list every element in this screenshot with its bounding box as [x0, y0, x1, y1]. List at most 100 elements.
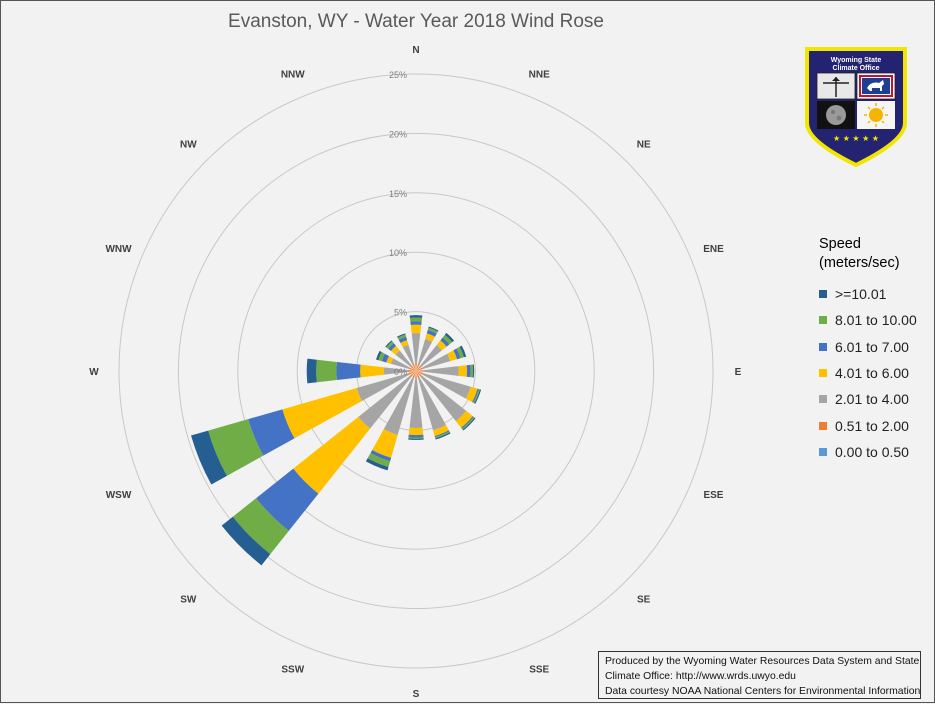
radial-tick-label: 5%: [394, 308, 407, 318]
bar-se-4-01-to-6-00: [455, 410, 473, 428]
legend-label: 0.51 to 2.00: [835, 417, 909, 434]
bar-nne-4-01-to-6-00: [425, 333, 436, 342]
bar-s-4-01-to-6-00: [408, 427, 424, 436]
bar-nnw-4-01-to-6-00: [400, 340, 409, 348]
bar-s-2-01-to-4-00: [409, 378, 423, 429]
radial-tick-label: 20%: [389, 129, 407, 139]
bar-wnw-4-01-to-6-00: [386, 356, 394, 364]
legend-label: >=10.01: [835, 286, 887, 303]
bar-nnw-2-01-to-4-00: [402, 344, 415, 365]
bar-nw-4-01-to-6-00: [390, 345, 400, 355]
badge-stars: ★ ★ ★ ★ ★: [833, 134, 879, 143]
bar-ne-0-51-to-2-00: [416, 365, 422, 371]
bar-nw--10-01: [385, 340, 393, 348]
grid-ring: [118, 73, 714, 669]
legend-label: 8.01 to 10.00: [835, 312, 917, 329]
bar-nw-8-01-to-10-00: [386, 341, 394, 349]
legend-item: 0.00 to 0.50: [819, 439, 929, 465]
bar-w-8-01-to-10-00: [316, 359, 337, 383]
legend-title-line2: (meters/sec): [819, 255, 900, 271]
bar-wsw-6-01-to-7-00: [248, 409, 295, 456]
bar-wsw-8-01-to-10-00: [208, 419, 264, 476]
bar-ese-2-01-to-4-00: [422, 372, 471, 399]
bar-ssw-8-01-to-10-00: [367, 453, 391, 467]
bar-ene-2-01-to-4-00: [422, 353, 451, 370]
bar-ese--10-01: [474, 389, 482, 404]
badge-text-line2: Climate Office: [832, 65, 879, 72]
bar-se--10-01: [462, 417, 476, 431]
climate-office-badge-logo: Wyoming State Climate Office ★ ★ ★ ★ ★: [805, 47, 907, 168]
radial-tick-label: 25%: [389, 70, 407, 80]
bar-wnw-8-01-to-10-00: [378, 351, 385, 362]
bar-e--10-01: [472, 364, 475, 378]
legend-items: >=10.01 8.01 to 10.00 6.01 to 7.00 4.01 to …: [819, 281, 929, 465]
bar-ne-2-01-to-4-00: [420, 344, 443, 367]
bar-wnw-2-01-to-4-00: [390, 358, 410, 370]
bar-se-2-01-to-4-00: [420, 375, 467, 422]
bar-se-6-01-to-7-00: [461, 416, 474, 429]
bar-nnw-0-51-to-2-00: [412, 364, 416, 371]
direction-label-ssw: SSW: [281, 664, 304, 675]
legend-item: 8.01 to 10.00: [819, 307, 929, 333]
legend-item: 6.01 to 7.00: [819, 334, 929, 360]
bar-se-8-01-to-10-00: [461, 416, 475, 430]
legend-swatch: [819, 290, 827, 299]
bar-n-2-01-to-4-00: [411, 332, 421, 363]
bar-s-6-01-to-7-00: [408, 434, 424, 438]
radial-tick-label-zero: 0%: [394, 367, 407, 377]
bar-sse-0-51-to-2-00: [416, 371, 420, 378]
legend-label: 4.01 to 6.00: [835, 365, 909, 382]
grid-ring: [296, 251, 536, 491]
bar-wsw-4-01-to-6-00: [282, 388, 362, 439]
bar-sw-2-01-to-4-00: [358, 376, 411, 429]
bar-nnw-8-01-to-10-00: [397, 334, 407, 340]
bar-ene-6-01-to-7-00: [453, 348, 461, 360]
direction-label-ene: ENE: [703, 244, 724, 255]
legend-swatch: [819, 316, 827, 325]
direction-label-wnw: WNW: [105, 244, 132, 255]
bar-sw-8-01-to-10-00: [232, 498, 289, 555]
direction-label-e: E: [735, 367, 742, 378]
grid-ring: [237, 192, 595, 550]
bar-ssw-0-51-to-2-00: [412, 371, 416, 378]
bar-w-6-01-to-7-00: [336, 361, 361, 381]
bar-nnw--10-01: [396, 333, 406, 338]
legend-title-line1: Speed: [819, 236, 861, 252]
legend-label: 0.00 to 0.50: [835, 443, 909, 460]
legend-title: Speed (meters/sec): [819, 235, 929, 273]
direction-label-n: N: [412, 45, 419, 56]
bar-w--10-01: [306, 358, 317, 384]
direction-label-nw: NW: [180, 139, 197, 150]
direction-label-nne: NNE: [529, 70, 550, 81]
bar-wnw--10-01: [376, 350, 382, 361]
legend-item: >=10.01: [819, 281, 929, 307]
credit-line1: Produced by the Wyoming Water Resources …: [605, 656, 920, 667]
bar-ne-8-01-to-10-00: [442, 334, 453, 345]
legend-item: 0.51 to 2.00: [819, 412, 929, 438]
bar-e-6-01-to-7-00: [466, 364, 471, 378]
bar-nne-8-01-to-10-00: [427, 327, 438, 334]
bar-e-8-01-to-10-00: [470, 364, 474, 378]
direction-label-s: S: [413, 689, 420, 700]
bar-sw-6-01-to-7-00: [256, 468, 319, 531]
bar-nw-2-01-to-4-00: [395, 350, 412, 367]
bar-n-0-51-to-2-00: [415, 362, 417, 371]
radial-grid: [118, 73, 714, 669]
legend: Speed (meters/sec) >=10.01 8.01 to 10.00 6…: [819, 235, 929, 465]
bar-sse--10-01: [435, 432, 451, 440]
bar-nne-6-01-to-7-00: [426, 329, 437, 337]
bar-nne-0-51-to-2-00: [416, 364, 420, 371]
direction-label-sw: SW: [180, 595, 197, 606]
bar-ese-4-01-to-6-00: [465, 386, 478, 403]
direction-label-ne: NE: [637, 139, 651, 150]
direction-label-se: SE: [637, 595, 651, 606]
chart-title: Evanston, WY - Water Year 2018 Wind Rose: [228, 11, 604, 32]
bar-e-4-01-to-6-00: [458, 365, 468, 377]
bar-n-6-01-to-7-00: [410, 321, 422, 325]
direction-labels: N NNE NE ENE E ESE SE SSE S SSW SW WSW W WNW NW NNW: [89, 45, 741, 700]
badge-text-line1: Wyoming State: [831, 57, 882, 64]
bar-n--10-01: [409, 315, 423, 318]
bar-wnw-6-01-to-7-00: [381, 353, 389, 363]
